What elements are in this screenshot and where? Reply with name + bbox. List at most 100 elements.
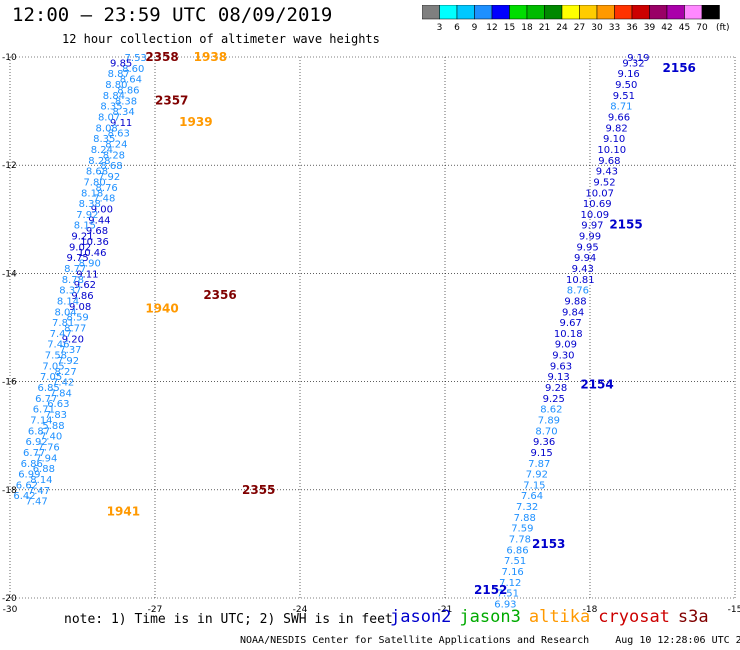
data-point-jason2: 9.09 [555, 340, 577, 351]
legend: jason2 jason3 altika cryosat s3a [390, 607, 717, 627]
colorbar-label: 21 [539, 23, 550, 33]
data-point-jason2: 9.30 [552, 351, 574, 362]
data-point-jason2: 9.25 [543, 394, 565, 405]
x-tick-label: -30 [3, 605, 18, 615]
data-point-s3a: 9.11 [110, 118, 132, 129]
chart-subtitle: 12 hour collection of altimeter wave hei… [62, 32, 380, 46]
data-point-jason2: 10.69 [583, 199, 612, 210]
data-point-cryosat: 6.92 [25, 437, 47, 448]
data-point-s3a: 8.77 [64, 324, 86, 335]
data-point-s3a: 7.47 [28, 486, 50, 497]
y-tick-label: -16 [2, 378, 17, 388]
time-label: 1941 [107, 504, 140, 518]
data-point-s3a: 10.46 [78, 248, 107, 259]
y-tick-label: -14 [2, 269, 17, 279]
data-point-s3a: 9.08 [69, 302, 91, 313]
data-point-jason2: 9.36 [533, 437, 555, 448]
time-label: 2152 [474, 583, 507, 597]
data-point-jason2: 10.09 [581, 210, 610, 221]
colorbar-label: 27 [574, 23, 585, 33]
data-point-cryosat: 6.77 [23, 448, 45, 459]
data-point-cryosat: 6.99 [18, 470, 40, 481]
data-point-cryosat: 8.78 [62, 275, 84, 286]
data-point-s3a: 7.37 [59, 345, 81, 356]
data-point-jason2: 9.51 [613, 91, 635, 102]
time-label: 2356 [203, 288, 236, 302]
grid [9, 56, 736, 599]
data-point-cryosat: 7.05 [40, 372, 62, 383]
chart-title: 12:00 — 23:59 UTC 08/09/2019 [12, 4, 333, 26]
data-point-s3a: 8.27 [54, 367, 76, 378]
data-point-s3a: 9.44 [88, 215, 110, 226]
data-point-jason2: 6.93 [494, 599, 516, 610]
footer: NOAA/NESDIS Center for Satellite Applica… [240, 635, 740, 646]
time-label: 1940 [145, 302, 178, 316]
data-point-jason2: 9.52 [593, 177, 615, 188]
data-point-cryosat: 6.86 [21, 459, 43, 470]
colorbar-label: 42 [661, 23, 672, 33]
data-point-jason2: 7.92 [526, 470, 548, 481]
data-point-jason2: 9.28 [545, 383, 567, 394]
legend-entry-altika: altika [528, 607, 591, 627]
time-label: 2357 [155, 93, 188, 107]
data-point-s3a: 8.86 [117, 85, 139, 96]
data-point-jason2: 7.51 [497, 589, 519, 600]
data-point-cryosat: 6.77 [35, 394, 57, 405]
data-point-cryosat: 7.46 [47, 340, 69, 351]
data-point-s3a: 9.86 [71, 291, 93, 302]
data-point-jason2: 7.87 [528, 459, 550, 470]
data-point-jason2: 7.89 [538, 415, 560, 426]
data-point-jason2: 9.50 [615, 80, 637, 91]
data-point-jason2: 8.76 [567, 286, 589, 297]
colorbar-label: 39 [644, 23, 656, 33]
data-point-jason2: 9.88 [564, 296, 586, 307]
x-tick-label: -21 [438, 605, 453, 615]
data-point-jason2: 9.10 [603, 134, 625, 145]
data-point-s3a: 7.40 [40, 432, 62, 443]
data-point-cryosat: 8.28 [88, 156, 110, 167]
colorbar-label: 33 [609, 23, 620, 33]
data-point-jason2: 8.71 [610, 102, 632, 113]
data-point-jason2: 9.94 [574, 253, 596, 264]
time-label: 2358 [145, 50, 178, 64]
colorbar-label: 15 [504, 23, 515, 33]
data-point-jason2: 7.64 [521, 491, 543, 502]
data-point-jason2: 6.86 [506, 545, 528, 556]
legend-entry-jason3: jason3 [459, 607, 521, 627]
data-point-s3a: 8.24 [105, 140, 127, 151]
colorbar-label: 45 [679, 23, 690, 33]
data-point-jason2: 9.16 [618, 69, 640, 80]
data-point-cryosat: 9.02 [69, 242, 91, 253]
data-point-cryosat: 6.85 [38, 383, 60, 394]
data-point-jason2: 7.88 [514, 513, 536, 524]
data-point-s3a: 8.76 [96, 183, 118, 194]
data-point-s3a: 7.94 [35, 453, 57, 464]
data-point-jason2: 9.43 [572, 264, 594, 275]
colorbar-label: 70 [696, 23, 708, 33]
data-point-s3a: 7.92 [57, 356, 79, 367]
data-point-s3a: 10.36 [80, 237, 109, 248]
data-point-cryosat: 8.08 [96, 123, 118, 134]
data-point-s3a: 8.68 [100, 161, 122, 172]
data-point-cryosat: 8.18 [81, 188, 103, 199]
data-point-jason2: 9.67 [560, 318, 582, 329]
time-label: 1939 [179, 115, 212, 129]
y-tick-label: -18 [2, 486, 17, 496]
data-point-jason2: 9.99 [579, 232, 601, 243]
data-point-s3a: 7.47 [25, 497, 47, 508]
data-point-cryosat: 9.75 [67, 253, 89, 264]
data-point-jason2: 9.82 [605, 123, 627, 134]
footer-credit: NOAA/NESDIS Center for Satellite Applica… [240, 635, 590, 646]
colorbar-label: 24 [556, 23, 568, 33]
data-point-cryosat: 6.71 [33, 405, 55, 416]
data-point-jason2: 7.59 [511, 524, 533, 535]
data-point-cryosat: 7.47 [50, 329, 72, 340]
data-point-s3a: 8.34 [112, 107, 134, 118]
data-point-s3a: 8.64 [120, 75, 142, 86]
legend-entry-s3a: s3a [677, 607, 709, 627]
data-point-s3a: 9.00 [91, 204, 113, 215]
data-point-cryosat: 7.80 [83, 177, 105, 188]
data-point-cryosat: 8.14 [57, 296, 79, 307]
data-point-cryosat: 6.87 [28, 426, 50, 437]
data-point-jason2: 7.78 [509, 534, 531, 545]
